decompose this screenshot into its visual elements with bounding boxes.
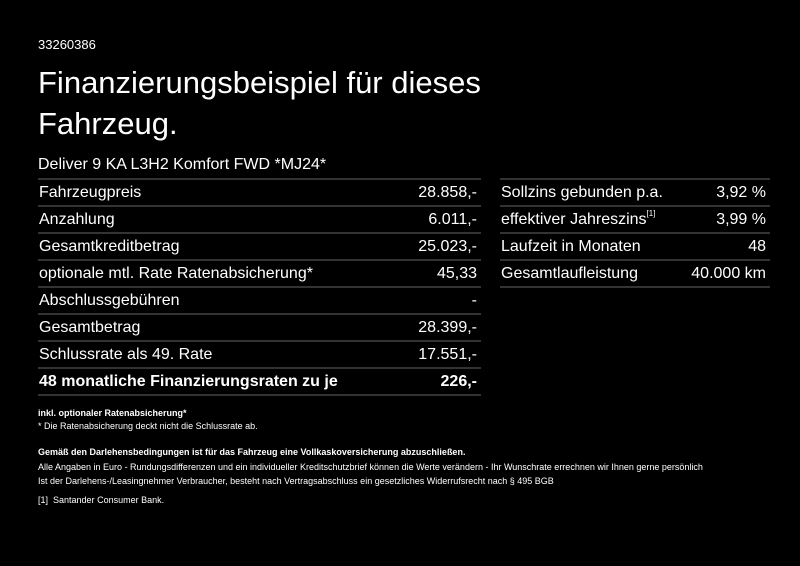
footnote: Alle Angaben in Euro - Rundungsdifferenz… bbox=[38, 462, 703, 472]
row-value: 45,33 bbox=[436, 265, 477, 282]
table-row: Gesamtlaufleistung 40.000 km bbox=[500, 261, 770, 288]
row-value: 3,99 % bbox=[716, 211, 766, 228]
row-label: 48 monatliche Finanzierungsraten zu je bbox=[39, 373, 338, 390]
footnote: inkl. optionaler Ratenabsicherung* bbox=[38, 408, 187, 418]
financing-table: Fahrzeugpreis 28.858,- Anzahlung 6.011,- G… bbox=[38, 178, 481, 396]
row-value: 3,92 % bbox=[716, 184, 766, 201]
row-label: Gesamtkreditbetrag bbox=[39, 238, 180, 255]
footnote: [1] Santander Consumer Bank. bbox=[38, 495, 164, 505]
table-row: Anzahlung 6.011,- bbox=[38, 207, 481, 234]
table-row: Gesamtkreditbetrag 25.023,- bbox=[38, 234, 481, 261]
offer-id: 33260386 bbox=[38, 37, 96, 52]
row-label: effektiver Jahreszins[1] bbox=[501, 207, 655, 232]
row-value: 17.551,- bbox=[418, 346, 477, 363]
row-value: 28.399,- bbox=[418, 319, 477, 336]
row-value: - bbox=[471, 292, 477, 309]
row-value: 28.858,- bbox=[418, 184, 477, 201]
table-row: Schlussrate als 49. Rate 17.551,- bbox=[38, 342, 481, 369]
table-row: Abschlussgebühren - bbox=[38, 288, 481, 315]
row-value: 226,- bbox=[440, 373, 477, 390]
table-row: Gesamtbetrag 28.399,- bbox=[38, 315, 481, 342]
table-row: optionale mtl. Rate Ratenabsicherung* 45,… bbox=[38, 261, 481, 288]
footnote: Gemäß den Darlehensbedingungen ist für d… bbox=[38, 447, 466, 457]
row-label: Anzahlung bbox=[39, 211, 115, 228]
row-value: 25.023,- bbox=[418, 238, 477, 255]
footnote: Ist der Darlehens-/Leasingnehmer Verbrau… bbox=[38, 476, 554, 486]
row-label: Fahrzeugpreis bbox=[39, 184, 142, 201]
page-title: Finanzierungsbeispiel für dieses Fahrzeu… bbox=[38, 65, 481, 141]
footnote-text: Santander Consumer Bank. bbox=[53, 495, 165, 505]
row-value: 40.000 km bbox=[691, 265, 766, 282]
row-label: Sollzins gebunden p.a. bbox=[501, 184, 663, 201]
footnote-mark: [1] bbox=[38, 495, 49, 505]
monthly-rate-row: 48 monatliche Finanzierungsraten zu je 22… bbox=[38, 369, 481, 396]
row-label-text: effektiver Jahreszins bbox=[501, 211, 647, 228]
row-label: optionale mtl. Rate Ratenabsicherung* bbox=[39, 265, 313, 282]
table-row: Sollzins gebunden p.a. 3,92 % bbox=[500, 180, 770, 207]
row-label: Gesamtlaufleistung bbox=[501, 265, 638, 282]
row-value: 6.011,- bbox=[428, 211, 477, 228]
table-row: effektiver Jahreszins[1] 3,99 % bbox=[500, 207, 770, 234]
row-label: Gesamtbetrag bbox=[39, 319, 141, 336]
interest-table: Sollzins gebunden p.a. 3,92 % effektiver … bbox=[500, 178, 770, 288]
row-label: Abschlussgebühren bbox=[39, 292, 180, 309]
row-label: Laufzeit in Monaten bbox=[501, 238, 641, 255]
table-row: Laufzeit in Monaten 48 bbox=[500, 234, 770, 261]
row-value: 48 bbox=[748, 238, 766, 255]
footnote-ref: [1] bbox=[646, 209, 656, 218]
vehicle-model: Deliver 9 KA L3H2 Komfort FWD *MJ24* bbox=[38, 156, 327, 173]
table-row: Fahrzeugpreis 28.858,- bbox=[38, 180, 481, 207]
footnote: * Die Ratenabsicherung deckt nicht die S… bbox=[38, 421, 258, 431]
row-label: Schlussrate als 49. Rate bbox=[39, 346, 213, 363]
